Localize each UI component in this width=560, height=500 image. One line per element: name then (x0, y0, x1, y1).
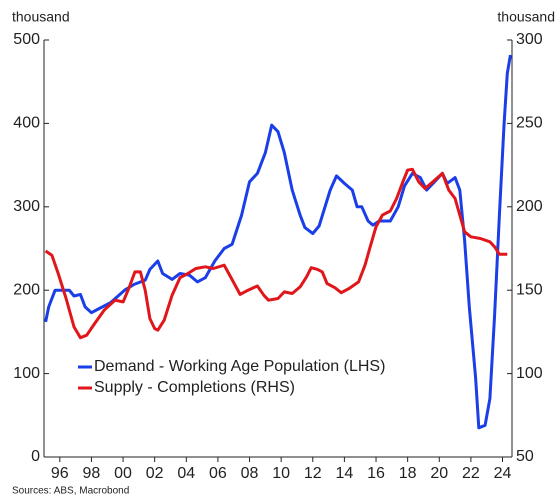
y-tick-label: 400 (13, 115, 40, 132)
y2-axis-unit: thousand (497, 9, 555, 25)
y2-tick-label: 50 (516, 448, 534, 465)
y-tick-label: 200 (13, 281, 40, 298)
source-note: Sources: ABS, Macrobond (12, 486, 129, 497)
x-tick-label: 22 (462, 465, 480, 482)
y-tick-label: 300 (13, 198, 40, 215)
y2-tick-label: 200 (516, 198, 543, 215)
x-tick-label: 12 (304, 465, 322, 482)
x-tick-label: 20 (430, 465, 448, 482)
y2-tick-label: 250 (516, 115, 543, 132)
series-line (44, 54, 512, 430)
x-tick-label: 00 (114, 465, 132, 482)
x-tick-label: 98 (83, 465, 101, 482)
x-tick-label: 08 (241, 465, 259, 482)
y-tick-label: 500 (13, 31, 40, 48)
legend-label: Demand - Working Age Population (LHS) (94, 358, 385, 375)
x-tick-label: 02 (146, 465, 164, 482)
x-tick-label: 96 (51, 465, 69, 482)
y-tick-label: 100 (13, 365, 40, 382)
y-axis-unit: thousand (12, 9, 70, 25)
legend-label: Supply - Completions (RHS) (94, 379, 295, 396)
x-tick-label: 10 (272, 465, 290, 482)
x-tick-label: 04 (177, 465, 195, 482)
y2-tick-label: 300 (516, 31, 543, 48)
series-line (44, 167, 508, 340)
y2-tick-label: 150 (516, 281, 543, 298)
y-tick-label: 0 (31, 448, 40, 465)
x-tick-label: 16 (367, 465, 385, 482)
y2-tick-label: 100 (516, 365, 543, 382)
x-tick-label: 14 (336, 465, 354, 482)
x-tick-label: 06 (209, 465, 227, 482)
x-tick-label: 24 (494, 465, 512, 482)
x-tick-label: 18 (399, 465, 417, 482)
